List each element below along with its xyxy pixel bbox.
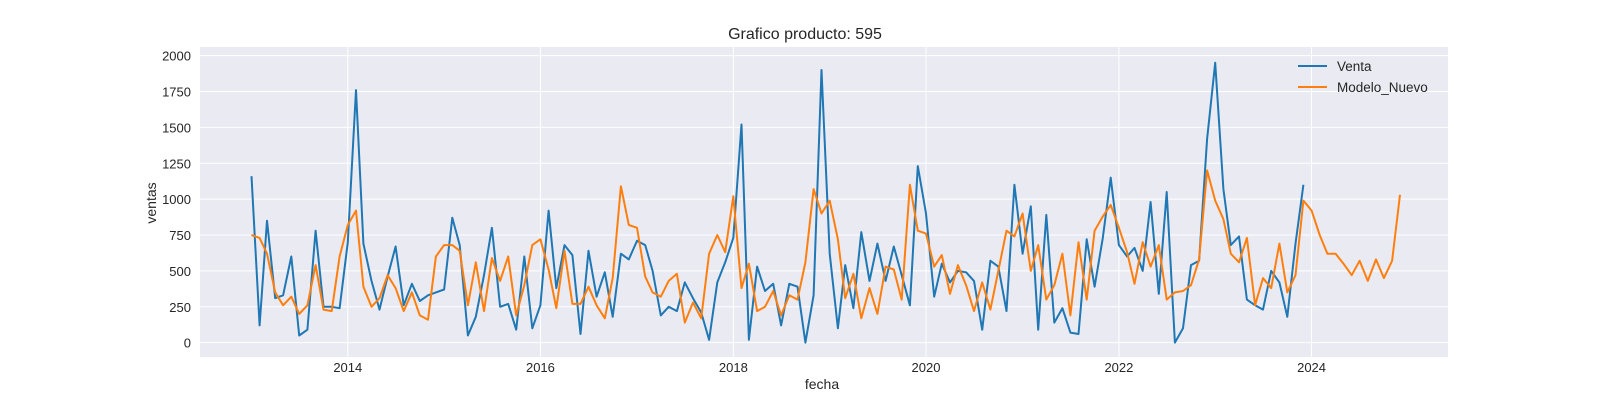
y-tick-label: 750 <box>169 228 191 243</box>
y-tick-label: 250 <box>169 300 191 315</box>
legend-label: Venta <box>1337 59 1372 74</box>
x-tick-label: 2014 <box>333 360 362 375</box>
x-axis-ticks: 2014 2016 2018 2020 2022 2024 <box>333 360 1326 375</box>
plot-area <box>200 47 1448 357</box>
series-line-modelo-nuevo <box>251 169 1401 324</box>
y-tick-label: 1500 <box>162 120 191 135</box>
x-tick-label: 2024 <box>1297 360 1326 375</box>
legend: Venta Modelo_Nuevo <box>1298 59 1428 95</box>
grid <box>200 47 1448 357</box>
chart-title: Grafico producto: 595 <box>728 26 882 43</box>
x-tick-label: 2016 <box>526 360 555 375</box>
y-tick-label: 2000 <box>162 49 191 64</box>
y-tick-label: 1000 <box>162 192 191 207</box>
y-tick-label: 0 <box>184 336 191 351</box>
y-axis-label: ventas <box>143 182 159 223</box>
series-lines <box>250 61 1401 344</box>
x-axis-label: fecha <box>805 376 839 392</box>
x-tick-label: 2022 <box>1104 360 1133 375</box>
y-axis-ticks: 0 250 500 750 1000 1250 1500 1750 2000 <box>162 49 191 351</box>
y-tick-label: 1250 <box>162 156 191 171</box>
x-tick-label: 2018 <box>719 360 748 375</box>
y-tick-label: 1750 <box>162 84 191 99</box>
y-tick-label: 500 <box>169 264 191 279</box>
x-tick-label: 2020 <box>912 360 941 375</box>
legend-label: Modelo_Nuevo <box>1337 80 1428 95</box>
